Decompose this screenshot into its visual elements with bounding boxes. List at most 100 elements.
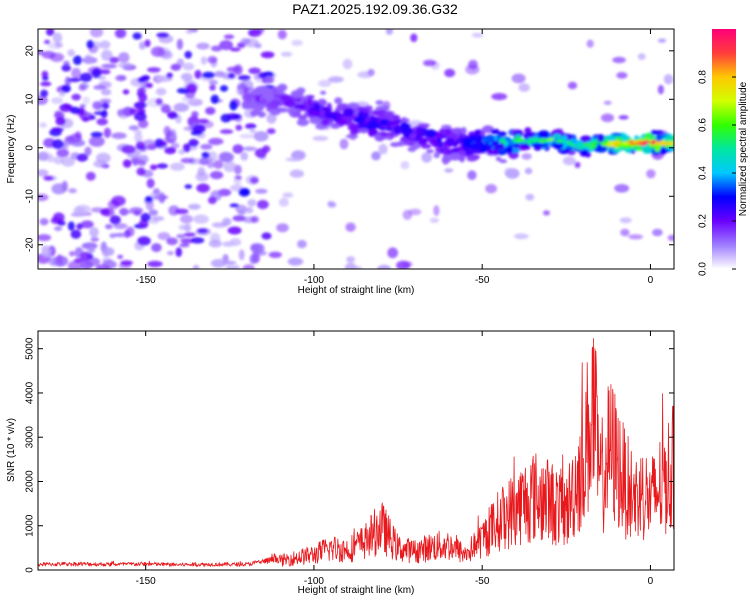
heatmap-cell: [242, 93, 253, 102]
heatmap-cell: [404, 140, 418, 144]
heatmap-cell: [229, 47, 241, 52]
heatmap-cell: [622, 142, 630, 146]
heatmap-cell: [524, 127, 532, 135]
heatmap-cell: [76, 223, 83, 230]
heatmap-cell: [490, 129, 499, 135]
colorbar-tick-label: 0.0: [698, 262, 709, 276]
heatmap-cell: [223, 34, 235, 40]
heatmap-cell: [52, 32, 63, 44]
heatmap-cell: [71, 67, 82, 79]
heatmap-cell: [602, 140, 609, 144]
heatmap-cell: [71, 93, 81, 101]
heatmap-cell: [167, 112, 179, 119]
heatmap-cell: [612, 140, 621, 144]
snr-y-ticks: 0 1000 2000 3000 4000 5000: [25, 337, 674, 573]
heatmap-cell: [242, 146, 257, 152]
heatmap-cell: [197, 118, 209, 124]
heatmap-cell: [652, 228, 663, 237]
heatmap-cell: [597, 134, 605, 143]
heatmap-cell: [309, 116, 322, 125]
heatmap-cell: [194, 69, 202, 79]
heatmap-cell: [367, 128, 378, 136]
heatmap-cell: [67, 260, 82, 269]
heatmap-cell: [195, 171, 209, 182]
heatmap-cell: [210, 94, 220, 104]
heatmap-cell: [400, 161, 410, 170]
heatmap-cell: [78, 84, 87, 91]
heatmap-cell: [129, 207, 144, 215]
heatmap-cell: [219, 129, 234, 134]
heatmap-cell: [245, 123, 257, 130]
heatmap-cell: [38, 95, 48, 105]
heatmap-cell: [290, 89, 304, 99]
heatmap-cell: [175, 247, 183, 257]
heatmap-cell: [582, 142, 591, 147]
heatmap-cell: [493, 149, 499, 156]
heatmap-cell: [142, 139, 157, 150]
heatmap-cell: [332, 123, 340, 129]
heatmap-cell: [606, 141, 615, 145]
heatmap-cell: [219, 40, 234, 51]
heatmap-cell: [73, 55, 82, 65]
heatmap-cell: [296, 118, 309, 127]
heatmap-cell: [210, 45, 223, 52]
heatmap-cell: [100, 88, 112, 96]
heatmap-cell: [409, 133, 416, 140]
heatmap-cell: [156, 32, 170, 38]
heatmap-cell: [54, 226, 63, 232]
colorbar-tick-label: 0.2: [698, 214, 709, 228]
heatmap-cell: [210, 232, 221, 244]
heatmap-cell: [84, 211, 92, 216]
heatmap-cell: [603, 100, 612, 105]
heatmap-cell: [423, 59, 437, 67]
heatmap-cell: [160, 50, 173, 60]
heatmap-cell: [657, 38, 667, 43]
heatmap-cell: [84, 146, 92, 156]
heatmap-cell: [467, 170, 477, 181]
heatmap-cell: [276, 223, 289, 233]
heatmap-cell: [345, 134, 359, 139]
x-tick-label: -150: [136, 576, 156, 587]
heatmap-cell: [395, 141, 405, 147]
heatmap-cell: [192, 124, 206, 134]
heatmap-cell: [307, 95, 315, 99]
x-tick-label: 0: [648, 576, 654, 587]
snr-panel: -150 -100 -50 0 0 1000 2000 3000 4000 5000 Heigh…: [6, 330, 675, 596]
heatmap-cell: [335, 118, 348, 125]
heatmap-cell: [67, 49, 75, 57]
heatmap-cell: [410, 33, 418, 43]
heatmap-cell: [51, 97, 64, 104]
heatmap-cell: [56, 254, 63, 265]
heatmap-cell: [53, 156, 64, 165]
heatmap-cell: [277, 83, 288, 92]
heatmap-cell: [178, 224, 187, 230]
heatmap-cell: [481, 143, 493, 151]
y-tick-label: 0: [25, 567, 36, 573]
heatmap-cell: [289, 169, 304, 178]
heatmap-cell: [254, 148, 267, 158]
heatmap-cell: [517, 138, 522, 142]
heatmap-cell: [346, 256, 356, 263]
heatmap-cell: [90, 29, 104, 38]
heatmap-cell: [180, 238, 194, 244]
heatmap-cell: [144, 39, 151, 48]
heatmap-cell: [99, 40, 111, 49]
heatmap-cell: [344, 262, 357, 269]
heatmap-cell: [128, 125, 139, 131]
heatmap-cell: [474, 129, 481, 137]
heatmap-cell: [297, 239, 307, 249]
heatmap-cell: [136, 167, 146, 176]
snr-frame: [37, 330, 675, 571]
heatmap-cell: [433, 152, 440, 159]
x-tick-label: -50: [475, 275, 490, 286]
heatmap-cell: [240, 189, 250, 195]
heatmap-cell: [669, 141, 674, 145]
heatmap-cell: [99, 69, 111, 75]
heatmap-cell: [312, 135, 329, 141]
heatmap-cell: [521, 153, 532, 160]
heatmap-cell: [321, 118, 330, 126]
heatmap-cell: [169, 162, 185, 171]
y-tick-label: 5000: [25, 337, 36, 360]
heatmap-cell: [557, 139, 562, 143]
heatmap-cell: [468, 59, 478, 70]
